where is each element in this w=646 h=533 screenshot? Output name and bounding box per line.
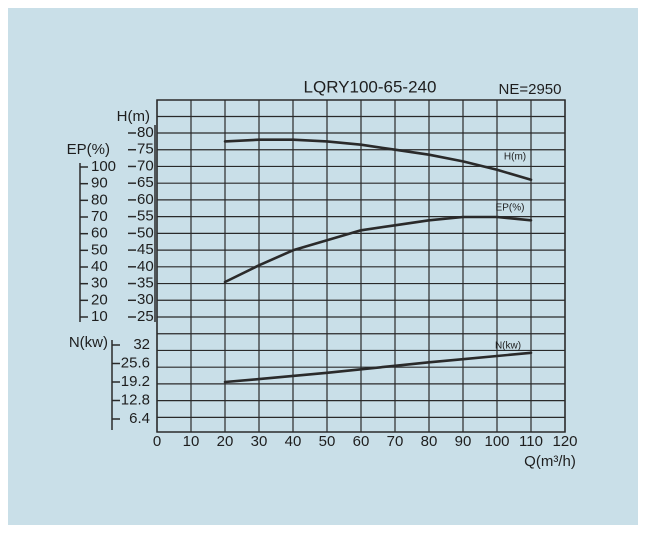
y3-tick-label: 6.4 [129,410,150,427]
y3-tick-label: 25.6 [121,354,150,371]
y-tick-label: 55 [137,208,154,225]
curve [223,138,533,182]
y-tick-label: 45 [137,241,154,258]
y-tick-label: 65 [137,174,154,191]
y2-axis-label: EP(%) [67,141,110,158]
y3-axis-label: N(kw) [69,334,108,351]
x-tick-label: 80 [421,433,438,450]
subtitle: NE=2950 [499,81,562,98]
y-tick-label: 50 [137,224,154,241]
y3-tick-label: 32 [133,336,150,353]
curve-label: N(kw) [495,341,521,352]
y-tick-label: 70 [137,157,154,174]
curve [223,215,533,284]
x-tick-label: 0 [153,433,161,450]
curve-label: H(m) [504,152,526,163]
curve [223,351,533,384]
y2-tick-label: 50 [91,241,108,258]
x-tick-label: 10 [183,433,200,450]
y-tick-label: 60 [137,191,154,208]
x-tick-label: 50 [319,433,336,450]
x-tick-label: 110 [519,433,543,450]
x-tick-label: 90 [455,433,472,450]
y-tick-label: 75 [137,141,154,158]
y2-tick-label: 100 [91,158,116,175]
x-tick-label: 60 [353,433,370,450]
y3-tick-label: 12.8 [121,391,150,408]
y-tick-label: 80 [137,124,154,141]
y2-tick-label: 30 [91,275,108,292]
y-tick-label: 40 [137,258,154,275]
curve-label: EP(%) [496,203,525,214]
y2-tick-label: 60 [91,225,108,242]
y2-tick-label: 90 [91,175,108,192]
y-tick-label: 25 [137,308,154,325]
y-tick-label: 30 [137,291,154,308]
x-tick-label: 100 [484,433,509,450]
y-axis-label: H(m) [117,108,150,125]
y2-tick-label: 70 [91,208,108,225]
y2-tick-label: 40 [91,258,108,275]
x-axis-label: Q(m³/h) [524,453,576,470]
x-tick-label: 70 [387,433,404,450]
y3-tick-label: 19.2 [121,373,150,390]
y-tick-label: 35 [137,275,154,292]
x-tick-label: 120 [552,433,577,450]
y2-tick-label: 80 [91,191,108,208]
x-tick-label: 20 [217,433,234,450]
y2-tick-label: 10 [91,308,108,325]
x-tick-label: 40 [285,433,302,450]
x-tick-label: 30 [251,433,268,450]
y2-tick-label: 20 [91,291,108,308]
chart-title: LQRY100-65-240 [304,77,437,96]
